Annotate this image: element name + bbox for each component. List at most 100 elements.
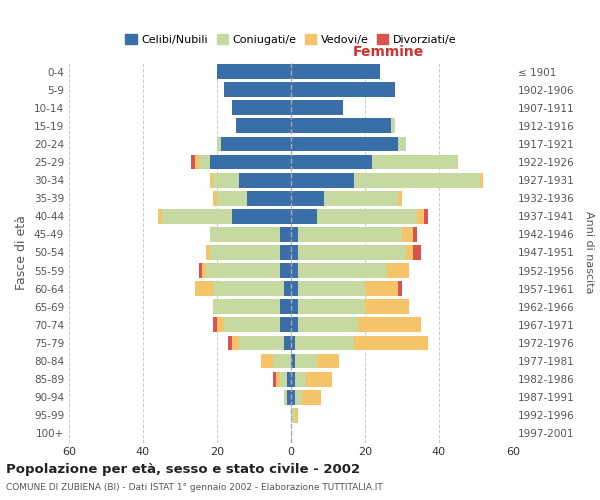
Bar [214, 172, 239, 188]
Y-axis label: Anni di nascita: Anni di nascita [584, 211, 594, 294]
Bar [398, 136, 406, 152]
Bar [287, 372, 291, 386]
Bar [298, 282, 365, 296]
Bar [373, 154, 458, 170]
Bar [291, 372, 295, 386]
Bar [291, 318, 298, 332]
Bar [480, 172, 484, 188]
Bar [280, 318, 291, 332]
Bar [209, 172, 214, 188]
Bar [217, 318, 224, 332]
Bar [232, 100, 291, 115]
Bar [158, 209, 161, 224]
Bar [291, 282, 298, 296]
Bar [214, 282, 284, 296]
Bar [413, 227, 417, 242]
Bar [391, 118, 395, 134]
Bar [424, 209, 428, 224]
Y-axis label: Fasce di età: Fasce di età [16, 215, 28, 290]
Bar [280, 263, 291, 278]
Bar [291, 408, 295, 423]
Bar [291, 245, 298, 260]
Bar [232, 209, 291, 224]
Bar [295, 354, 317, 368]
Bar [398, 282, 402, 296]
Bar [298, 318, 358, 332]
Bar [239, 336, 284, 350]
Bar [202, 263, 206, 278]
Bar [287, 390, 291, 404]
Bar [239, 172, 291, 188]
Bar [206, 245, 209, 260]
Bar [358, 318, 421, 332]
Bar [232, 336, 239, 350]
Bar [291, 100, 343, 115]
Bar [214, 191, 217, 206]
Bar [413, 245, 421, 260]
Legend: Celibi/Nubili, Coniugati/e, Vedovi/e, Divorziati/e: Celibi/Nubili, Coniugati/e, Vedovi/e, Di… [121, 30, 461, 50]
Bar [291, 227, 298, 242]
Bar [214, 300, 280, 314]
Bar [295, 372, 306, 386]
Bar [295, 390, 302, 404]
Bar [284, 282, 291, 296]
Bar [291, 118, 391, 134]
Bar [262, 354, 272, 368]
Bar [295, 336, 354, 350]
Bar [291, 263, 298, 278]
Bar [302, 390, 320, 404]
Bar [224, 82, 291, 97]
Bar [365, 282, 398, 296]
Bar [317, 354, 339, 368]
Bar [209, 154, 291, 170]
Bar [354, 172, 480, 188]
Bar [291, 82, 395, 97]
Bar [272, 372, 276, 386]
Bar [291, 300, 298, 314]
Bar [276, 372, 280, 386]
Text: COMUNE DI ZUBIENA (BI) - Dati ISTAT 1° gennaio 2002 - Elaborazione TUTTITALIA.IT: COMUNE DI ZUBIENA (BI) - Dati ISTAT 1° g… [6, 484, 383, 492]
Bar [199, 263, 202, 278]
Bar [398, 191, 402, 206]
Text: Popolazione per età, sesso e stato civile - 2002: Popolazione per età, sesso e stato civil… [6, 462, 360, 475]
Bar [195, 154, 199, 170]
Bar [280, 372, 287, 386]
Bar [306, 372, 332, 386]
Bar [298, 263, 387, 278]
Bar [291, 64, 380, 79]
Bar [191, 154, 195, 170]
Bar [217, 191, 247, 206]
Bar [291, 354, 295, 368]
Text: Femmine: Femmine [353, 44, 424, 59]
Bar [417, 209, 424, 224]
Bar [298, 227, 402, 242]
Bar [406, 245, 413, 260]
Bar [295, 408, 298, 423]
Bar [291, 191, 325, 206]
Bar [214, 318, 217, 332]
Bar [298, 300, 365, 314]
Bar [235, 118, 291, 134]
Bar [298, 245, 406, 260]
Bar [161, 209, 232, 224]
Bar [228, 336, 232, 350]
Bar [291, 172, 354, 188]
Bar [280, 300, 291, 314]
Bar [209, 245, 280, 260]
Bar [280, 245, 291, 260]
Bar [365, 300, 409, 314]
Bar [221, 136, 291, 152]
Bar [199, 154, 209, 170]
Bar [291, 154, 373, 170]
Bar [291, 209, 317, 224]
Bar [317, 209, 417, 224]
Bar [284, 336, 291, 350]
Bar [206, 263, 280, 278]
Bar [195, 282, 214, 296]
Bar [402, 227, 413, 242]
Bar [272, 354, 291, 368]
Bar [291, 390, 295, 404]
Bar [325, 191, 398, 206]
Bar [224, 318, 280, 332]
Bar [354, 336, 428, 350]
